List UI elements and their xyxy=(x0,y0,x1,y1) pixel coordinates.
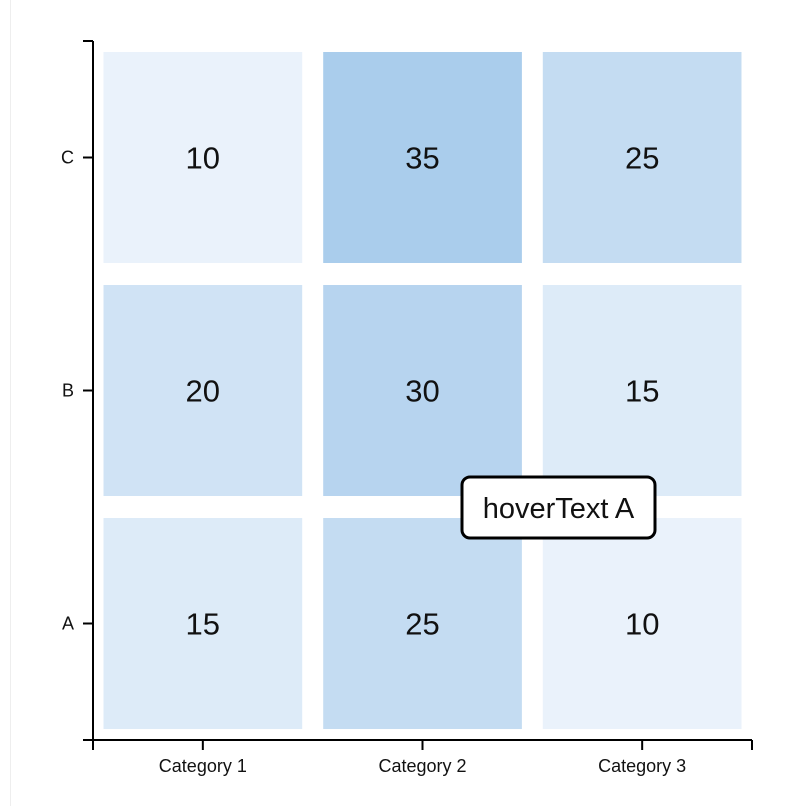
y-tick-label: A xyxy=(62,614,74,634)
heatmap-cell[interactable] xyxy=(542,52,742,263)
heatmap-cell[interactable] xyxy=(323,52,522,263)
heatmap-cell[interactable] xyxy=(103,52,303,263)
cell-value-label: 15 xyxy=(625,374,659,409)
axes: A B C Category 1 Category 2 Category 3 xyxy=(61,40,753,776)
x-tick-label: Category 1 xyxy=(159,756,247,776)
heatmap-cells: 15 25 10 20 30 15 10 35 25 xyxy=(103,52,742,729)
cell-value-label: 35 xyxy=(405,141,439,176)
tooltip-text: hoverText A xyxy=(483,493,635,525)
cell-value-label: 25 xyxy=(405,607,439,642)
heatmap-cell[interactable] xyxy=(103,285,303,496)
y-tick-label: C xyxy=(61,148,74,168)
x-tick-label: Category 3 xyxy=(598,756,686,776)
heatmap-cell[interactable] xyxy=(542,518,742,729)
cell-value-label: 10 xyxy=(186,141,220,176)
heatmap-cell[interactable] xyxy=(542,285,742,496)
left-border-line xyxy=(10,0,11,806)
heatmap-cell[interactable] xyxy=(323,518,522,729)
heatmap-cell[interactable] xyxy=(323,285,522,496)
cell-value-label: 25 xyxy=(625,141,659,176)
hover-tooltip: hoverText A xyxy=(460,475,657,540)
y-tick-label: B xyxy=(62,381,74,401)
x-tick-label: Category 2 xyxy=(378,756,466,776)
cell-value-label: 15 xyxy=(186,607,220,642)
cell-value-label: 10 xyxy=(625,607,659,642)
heatmap-cell[interactable] xyxy=(103,518,303,729)
cell-value-label: 30 xyxy=(405,374,439,409)
cell-value-label: 20 xyxy=(186,374,220,409)
tooltip-box xyxy=(460,475,657,540)
